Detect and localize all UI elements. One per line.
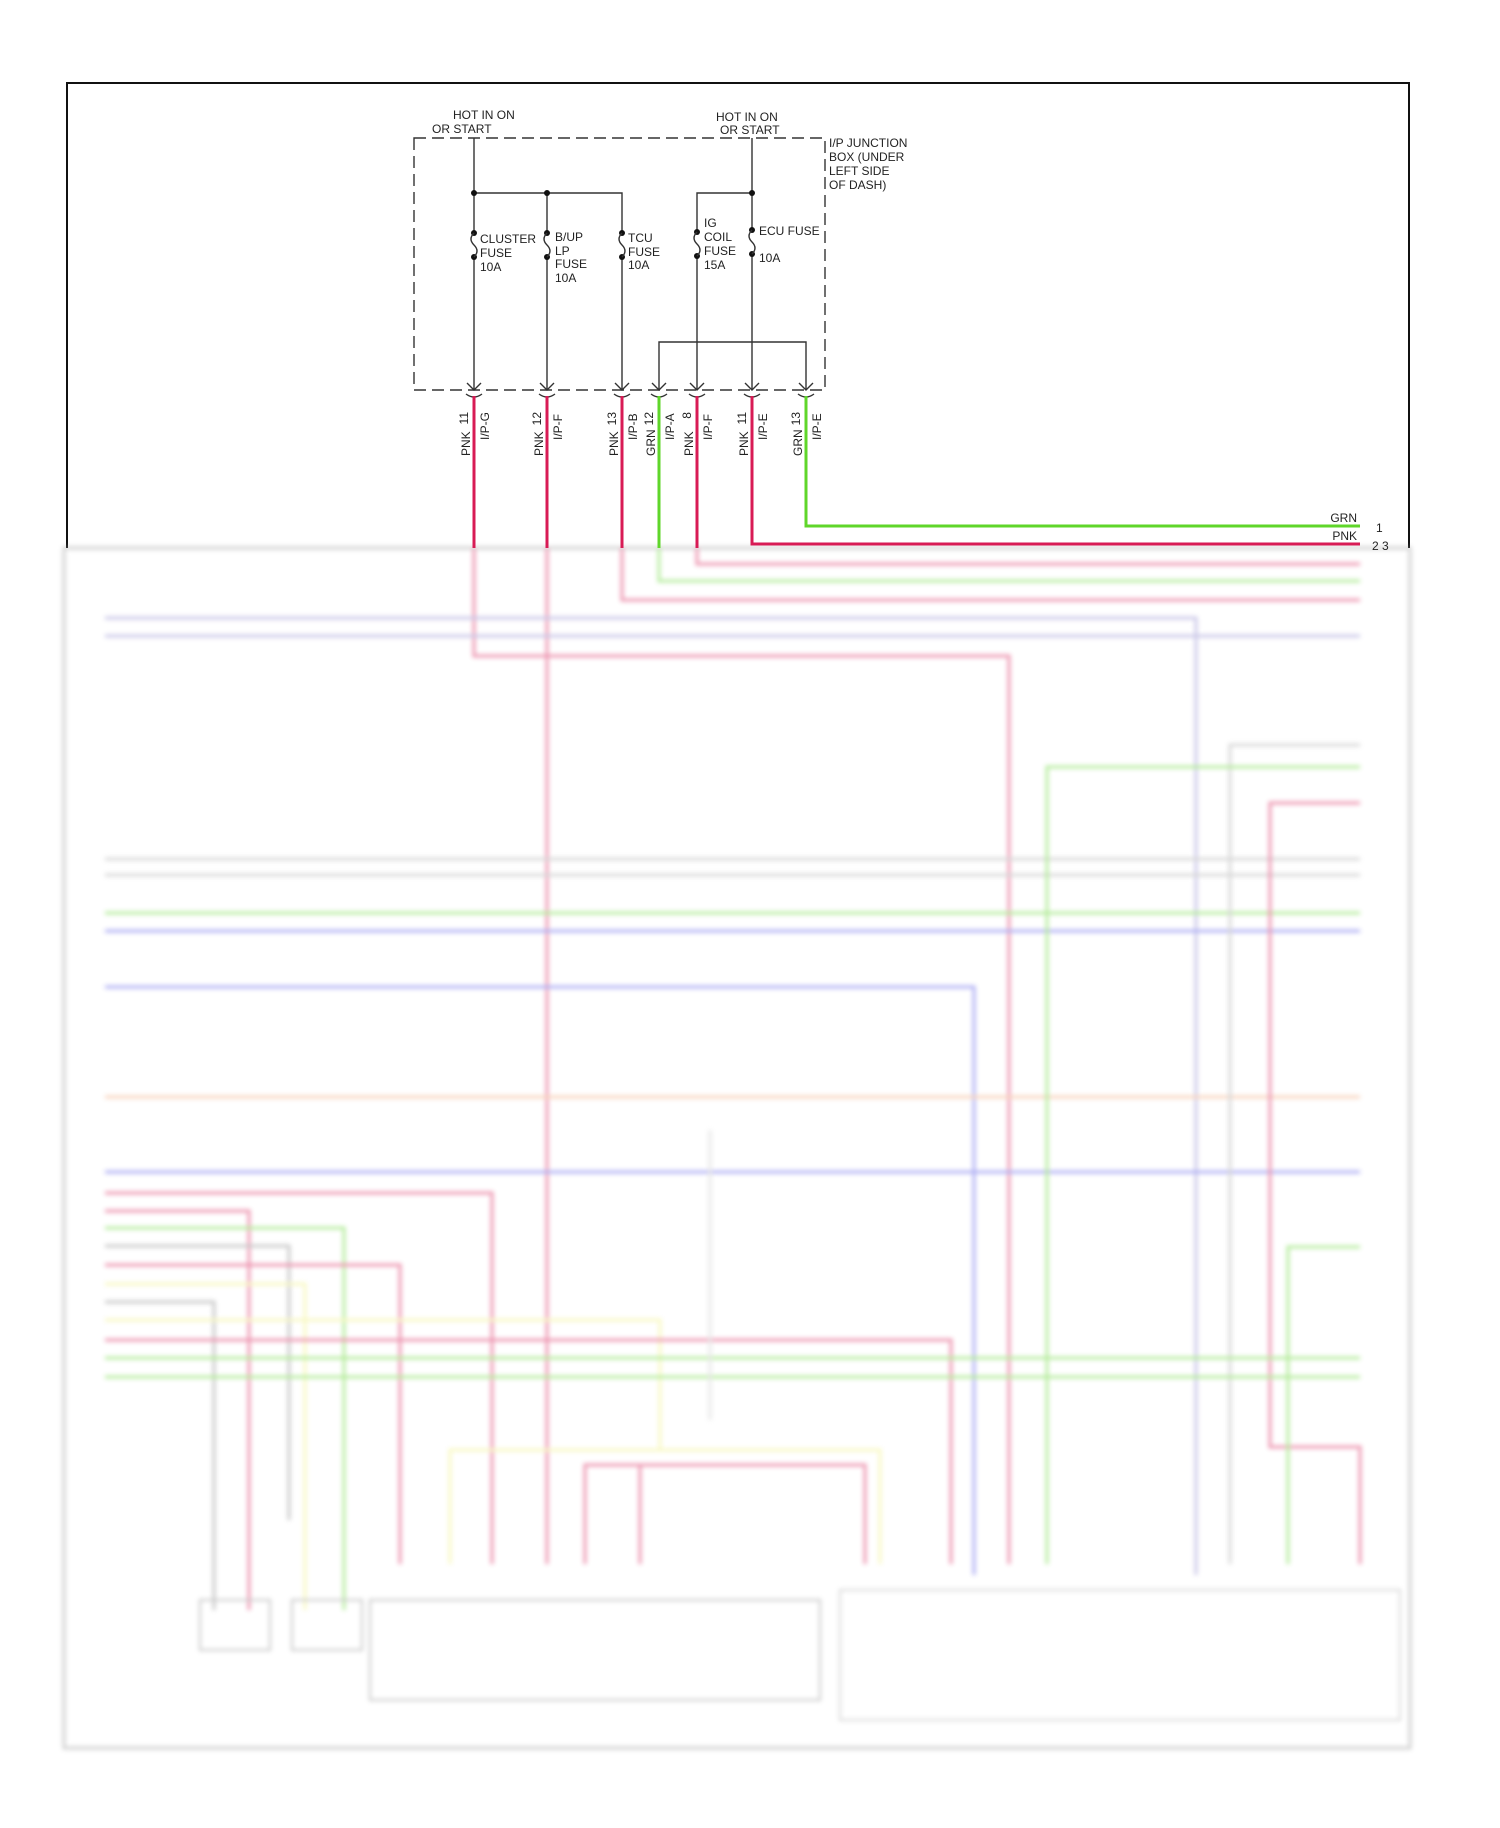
svg-text:I/P-B: I/P-B bbox=[626, 413, 640, 440]
svg-text:8: 8 bbox=[680, 412, 694, 419]
pin-number: 1 bbox=[1376, 521, 1383, 535]
svg-text:PNK: PNK bbox=[532, 431, 546, 456]
svg-text:OR START: OR START bbox=[432, 122, 492, 136]
wire-grn-ip-e bbox=[804, 396, 1360, 528]
svg-text:OF DASH): OF DASH) bbox=[829, 178, 886, 192]
svg-text:FUSE: FUSE bbox=[704, 244, 736, 258]
svg-text:I/P-F: I/P-F bbox=[701, 414, 715, 440]
pin-number: 11 bbox=[457, 412, 471, 425]
svg-text:BOX (UNDER: BOX (UNDER bbox=[829, 150, 905, 164]
svg-text:13: 13 bbox=[789, 412, 803, 426]
wire-pnk-ecu bbox=[750, 396, 1360, 546]
svg-text:10A: 10A bbox=[628, 258, 649, 272]
svg-text:B/UP: B/UP bbox=[555, 230, 583, 244]
wire-color-grn: GRN bbox=[1330, 511, 1357, 525]
power-source-left: HOT IN ON OR START bbox=[432, 108, 515, 136]
terminal-labels: 11 I/P-G PNK 12 I/P-F PNK 13 I/P-B PNK 1… bbox=[457, 412, 824, 456]
connector-id: I/P-G bbox=[478, 412, 492, 440]
fuse-ig-coil: IG COIL FUSE 15A bbox=[704, 216, 736, 272]
junction-box-label: I/P JUNCTION BOX (UNDER LEFT SIDE OF DAS… bbox=[829, 136, 907, 192]
svg-text:FUSE: FUSE bbox=[628, 245, 660, 259]
svg-text:GRN: GRN bbox=[791, 429, 805, 456]
svg-text:HOT IN ON: HOT IN ON bbox=[716, 110, 778, 124]
svg-text:FUSE: FUSE bbox=[480, 246, 512, 260]
svg-text:PNK: PNK bbox=[682, 431, 696, 456]
connector-arrows bbox=[465, 382, 815, 398]
junction-box-circuits bbox=[470, 138, 807, 390]
svg-text:15A: 15A bbox=[704, 258, 725, 272]
svg-text:12: 12 bbox=[530, 412, 544, 426]
svg-text:OR START: OR START bbox=[720, 123, 780, 137]
diagram-frame bbox=[66, 82, 1410, 548]
svg-text:LP: LP bbox=[555, 244, 570, 258]
svg-text:GRN: GRN bbox=[644, 429, 658, 456]
svg-text:FUSE: FUSE bbox=[555, 257, 587, 271]
svg-text:I/P-E: I/P-E bbox=[810, 413, 824, 440]
svg-text:LEFT SIDE: LEFT SIDE bbox=[829, 164, 889, 178]
pin-number: 2 3 bbox=[1372, 539, 1389, 553]
svg-text:10A: 10A bbox=[759, 251, 780, 265]
fuse-backup-lamp: B/UP LP FUSE 10A bbox=[555, 230, 587, 285]
fuse-cluster: CLUSTER FUSE 10A bbox=[480, 232, 536, 274]
svg-text:10A: 10A bbox=[480, 260, 501, 274]
svg-text:CLUSTER: CLUSTER bbox=[480, 232, 536, 246]
svg-text:12: 12 bbox=[642, 412, 656, 426]
power-source-right: HOT IN ON OR START bbox=[716, 110, 780, 137]
wire-color-pnk: PNK bbox=[1332, 529, 1357, 543]
svg-text:I/P-F: I/P-F bbox=[551, 414, 565, 440]
svg-text:COIL: COIL bbox=[704, 230, 732, 244]
right-connector-labels: GRN 1 PNK 2 3 bbox=[1330, 511, 1389, 553]
svg-text:HOT IN ON: HOT IN ON bbox=[453, 108, 515, 122]
svg-text:PNK: PNK bbox=[737, 431, 751, 456]
junction-box-outline bbox=[413, 137, 826, 391]
svg-text:I/P-E: I/P-E bbox=[756, 413, 770, 440]
svg-text:11: 11 bbox=[735, 412, 749, 425]
wire-color: PNK bbox=[459, 431, 473, 456]
blurred-lower-section bbox=[62, 546, 1412, 1750]
svg-text:I/P JUNCTION: I/P JUNCTION bbox=[829, 136, 907, 150]
svg-text:PNK: PNK bbox=[607, 431, 621, 456]
svg-text:ECU FUSE: ECU FUSE bbox=[759, 224, 820, 238]
fuse-tcu: TCU FUSE 10A bbox=[628, 231, 660, 272]
svg-text:I/P-A: I/P-A bbox=[663, 413, 677, 440]
svg-text:IG: IG bbox=[704, 216, 717, 230]
svg-text:13: 13 bbox=[605, 412, 619, 426]
svg-text:10A: 10A bbox=[555, 271, 576, 285]
svg-text:TCU: TCU bbox=[628, 231, 653, 245]
fuse-ecu: ECU FUSE 10A bbox=[759, 224, 820, 265]
